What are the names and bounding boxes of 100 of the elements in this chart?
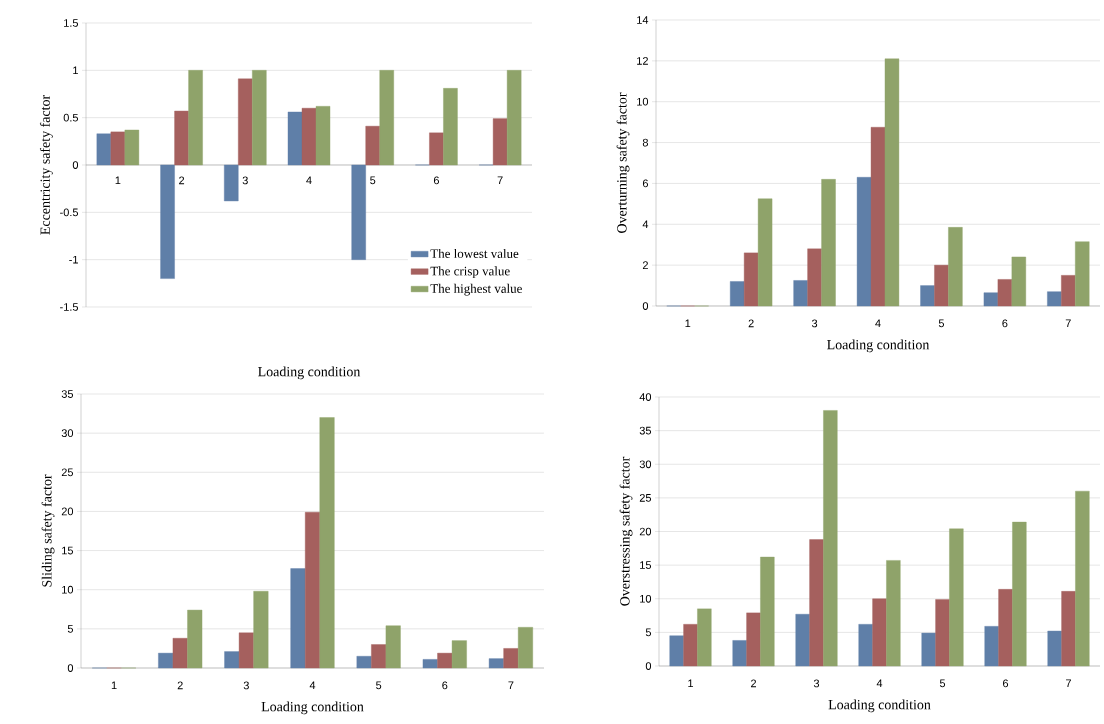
x-tick-label: 5 (376, 681, 382, 690)
y-tick-label: 20 (61, 507, 74, 516)
bar (1061, 275, 1076, 307)
y-tick-label: -1 (69, 255, 78, 264)
y-tick-label: 30 (61, 429, 74, 438)
x-tick-label: 6 (1002, 319, 1008, 328)
bar (429, 132, 444, 166)
bar (821, 179, 836, 307)
bar (949, 528, 964, 667)
x-tick-label: 3 (243, 681, 249, 690)
bar (160, 164, 175, 279)
x-tick-label: 5 (370, 176, 376, 185)
x-tick-label: 2 (179, 176, 185, 185)
x-axis-title: Loading condition (828, 699, 931, 713)
bar (1012, 521, 1027, 667)
y-tick-label: 0 (645, 662, 652, 670)
bar (356, 656, 372, 669)
y-tick-label: 2 (642, 261, 648, 269)
bar (365, 125, 380, 166)
y-tick-label: 10 (62, 585, 74, 594)
bar (290, 568, 306, 669)
bar (174, 110, 189, 166)
bar (732, 640, 747, 667)
y-axis-title: Overstressing safety factor (619, 456, 633, 606)
y-tick-label: 0.5 (63, 113, 79, 122)
x-tick-label: 1 (688, 679, 694, 688)
bar (809, 539, 824, 667)
bar (997, 279, 1013, 307)
bar (934, 264, 949, 307)
y-tick-label: 12 (637, 57, 648, 65)
bar (238, 78, 253, 166)
bar (730, 281, 745, 307)
bar (872, 598, 887, 667)
bar (856, 177, 872, 307)
x-tick-label: 6 (433, 176, 439, 185)
bar (1075, 241, 1090, 307)
x-tick-label: 4 (309, 681, 316, 690)
bar (252, 70, 267, 166)
y-tick-label: 0 (642, 302, 649, 310)
y-axis-title: Eccentricity safety factor (39, 94, 53, 235)
x-tick-label: 7 (497, 176, 503, 185)
bar (921, 632, 936, 667)
bar (503, 648, 519, 669)
bar (172, 638, 188, 669)
bar (823, 410, 838, 667)
bar (379, 70, 394, 166)
bar (760, 556, 775, 667)
x-tick-label: 4 (306, 176, 312, 185)
x-tick-label: 1 (115, 176, 121, 185)
y-tick-label: 15 (62, 546, 74, 555)
bar (238, 632, 254, 669)
bar (935, 599, 950, 667)
bar (301, 108, 317, 166)
y-tick-label: 15 (640, 561, 652, 569)
y-tick-label: 20 (639, 527, 652, 536)
x-tick-label: 1 (685, 319, 691, 328)
bar (422, 659, 438, 669)
bar (451, 640, 467, 669)
y-tick-label: 25 (639, 494, 652, 502)
x-tick-label: 4 (875, 319, 881, 328)
x-tick-label: 5 (939, 679, 946, 688)
y-tick-label: 5 (645, 628, 652, 637)
y-tick-label: 5 (67, 625, 74, 633)
bar (518, 627, 533, 669)
bar (683, 624, 698, 667)
y-tick-label: 10 (637, 97, 649, 106)
bar (743, 252, 759, 307)
bar (437, 652, 453, 669)
bar (886, 560, 901, 667)
x-tick-label: 1 (111, 681, 117, 690)
bar (1061, 591, 1076, 667)
bar (492, 118, 508, 166)
bar (371, 644, 387, 669)
x-axis-title: Loading condition (261, 701, 364, 715)
bar (96, 133, 112, 166)
bar (983, 292, 999, 307)
y-tick-label: 35 (639, 426, 652, 435)
bar (351, 164, 366, 260)
x-tick-label: 4 (876, 679, 883, 688)
bar (224, 164, 239, 202)
bar (305, 512, 320, 669)
bar (948, 227, 963, 307)
bar (795, 614, 810, 667)
x-tick-label: 2 (177, 681, 183, 690)
bar (158, 652, 174, 669)
y-tick-label: 30 (639, 460, 652, 469)
y-tick-label: 40 (639, 393, 652, 401)
x-axis-title: Loading condition (258, 366, 361, 380)
legend-label: The lowest value (430, 248, 519, 258)
bar (506, 70, 522, 166)
y-tick-label: 0 (72, 161, 79, 169)
bar (319, 417, 335, 669)
y-axis-title: Overturning safety factor (616, 92, 630, 233)
bar (443, 88, 458, 166)
bar (984, 626, 999, 667)
y-tick-label: 1 (73, 66, 78, 75)
x-tick-label: 6 (1003, 679, 1009, 688)
bar (385, 625, 401, 669)
bar (746, 612, 761, 667)
bar (188, 70, 203, 166)
